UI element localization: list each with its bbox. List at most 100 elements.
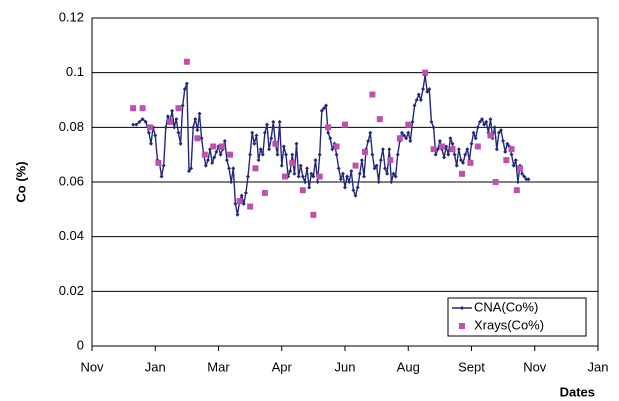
line-marker xyxy=(288,169,293,174)
line-marker xyxy=(317,152,322,157)
y-tick-label: 0.08 xyxy=(59,119,84,134)
line-marker xyxy=(311,174,316,179)
line-marker xyxy=(250,130,255,135)
line-marker xyxy=(231,166,236,171)
line-marker xyxy=(321,106,326,111)
y-tick-label: 0 xyxy=(77,337,84,352)
line-marker xyxy=(343,185,347,190)
line-marker xyxy=(239,193,244,198)
line-marker xyxy=(448,136,453,141)
x-tick-label: Nov xyxy=(80,359,104,374)
scatter-point xyxy=(201,151,208,158)
scatter-point xyxy=(503,157,510,164)
line-marker xyxy=(492,125,497,130)
line-marker xyxy=(193,117,198,122)
line-marker xyxy=(292,171,297,176)
line-marker xyxy=(499,128,504,133)
line-marker xyxy=(298,163,303,168)
line-marker xyxy=(345,174,350,179)
line-marker xyxy=(376,180,381,184)
line-marker xyxy=(222,139,227,143)
scatter-point xyxy=(405,121,412,128)
line-marker xyxy=(471,130,476,135)
scatter-point xyxy=(281,173,288,180)
scatter-point xyxy=(459,170,466,177)
scatter-point xyxy=(376,116,383,123)
line-marker xyxy=(402,133,407,138)
line-marker xyxy=(218,152,223,157)
line-marker xyxy=(170,108,175,113)
line-marker xyxy=(370,152,375,157)
y-tick-label: 0.12 xyxy=(59,9,84,24)
line-marker xyxy=(319,108,324,113)
line-marker xyxy=(458,158,463,163)
line-marker xyxy=(488,117,493,122)
line-marker xyxy=(414,98,419,102)
scatter-point xyxy=(227,151,234,158)
line-marker xyxy=(357,171,362,176)
line-marker xyxy=(252,141,257,146)
line-marker xyxy=(165,114,170,119)
scatter-point xyxy=(194,135,201,142)
line-marker xyxy=(338,177,343,182)
line-marker xyxy=(172,125,177,130)
line-marker xyxy=(385,171,390,176)
line-marker xyxy=(189,166,194,171)
line-marker xyxy=(309,171,314,176)
line-marker xyxy=(469,141,474,146)
scatter-point xyxy=(352,162,359,169)
line-marker xyxy=(214,149,219,154)
scatter-point xyxy=(210,143,217,150)
scatter-point xyxy=(333,143,340,150)
scatter-point xyxy=(438,143,445,150)
scatter-point xyxy=(516,165,523,172)
line-marker xyxy=(277,119,282,124)
line-marker xyxy=(326,130,331,135)
line-marker xyxy=(246,174,251,179)
legend-label: CNA(Co%) xyxy=(474,299,538,314)
line-marker xyxy=(140,117,145,122)
line-marker xyxy=(444,144,449,149)
line-marker xyxy=(248,152,253,157)
y-tick-label: 0.04 xyxy=(59,228,84,243)
scatter-point xyxy=(272,140,279,147)
line-marker xyxy=(180,103,185,108)
line-marker xyxy=(522,174,527,179)
scatter-point xyxy=(183,58,190,65)
line-marker xyxy=(482,122,487,127)
line-marker xyxy=(203,163,208,168)
line-marker xyxy=(227,166,232,171)
line-marker xyxy=(229,180,234,184)
x-tick-label: Jan xyxy=(145,359,166,374)
line-marker xyxy=(452,152,457,157)
line-marker xyxy=(437,139,442,143)
x-tick-label: Sept xyxy=(458,359,485,374)
line-marker xyxy=(307,185,312,190)
y-tick-label: 0.1 xyxy=(66,64,84,79)
line-marker xyxy=(258,147,263,152)
line-marker xyxy=(340,171,345,176)
line-marker xyxy=(359,158,364,163)
line-marker xyxy=(269,136,274,141)
line-marker xyxy=(315,180,320,184)
line-marker xyxy=(442,155,447,160)
line-marker xyxy=(526,177,531,182)
line-marker xyxy=(366,139,371,143)
scatter-point xyxy=(252,165,259,172)
line-marker xyxy=(456,147,461,152)
scatter-point xyxy=(492,179,499,185)
y-axis-label: Co (%) xyxy=(13,161,28,202)
x-tick-label: Apr xyxy=(272,359,293,374)
line-marker xyxy=(163,125,168,130)
scatter-point xyxy=(369,91,376,98)
line-marker xyxy=(256,158,261,163)
line-marker xyxy=(463,152,468,157)
line-marker xyxy=(243,190,248,195)
line-marker xyxy=(404,136,409,141)
line-marker xyxy=(146,130,151,135)
scatter-point xyxy=(310,211,317,218)
x-tick-label: Jun xyxy=(335,359,356,374)
line-marker xyxy=(264,122,269,127)
line-marker xyxy=(524,177,529,182)
